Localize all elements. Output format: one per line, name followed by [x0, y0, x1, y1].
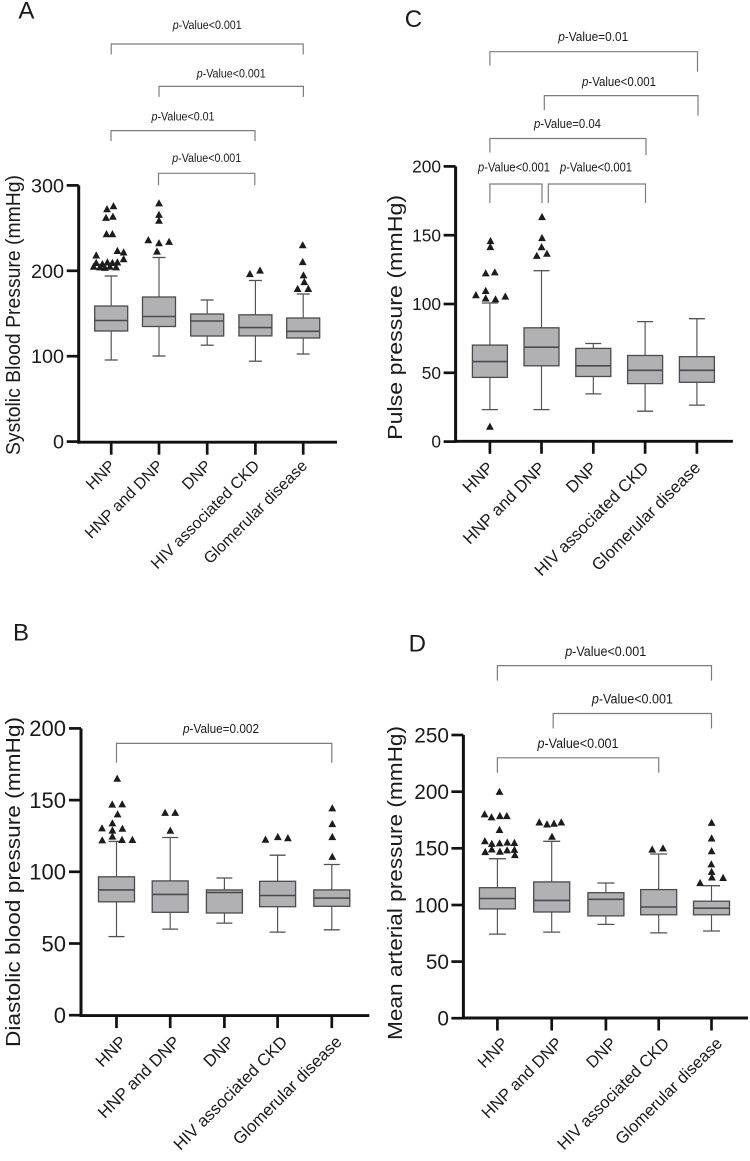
svg-text:p-Value<0.001: p-Value<0.001 — [537, 736, 619, 751]
svg-text:150: 150 — [412, 225, 441, 245]
svg-text:0: 0 — [431, 432, 441, 452]
svg-text:p-Value<0.001: p-Value<0.001 — [172, 18, 242, 32]
svg-text:0: 0 — [54, 1003, 66, 1028]
svg-text:150: 150 — [414, 838, 449, 861]
svg-text:50: 50 — [426, 951, 449, 974]
svg-text:Pulse pressure (mmHg): Pulse pressure (mmHg) — [384, 195, 407, 440]
svg-text:0: 0 — [437, 1008, 449, 1031]
svg-text:150: 150 — [29, 788, 66, 813]
svg-text:0: 0 — [53, 432, 64, 454]
svg-text:200: 200 — [414, 781, 449, 804]
svg-text:p-Value<0.001: p-Value<0.001 — [477, 161, 550, 175]
svg-text:p-Value=0.002: p-Value=0.002 — [182, 721, 259, 736]
svg-text:p-Value=0.04: p-Value=0.04 — [533, 117, 601, 131]
svg-text:p-Value<0.001: p-Value<0.001 — [564, 644, 646, 659]
svg-text:p-Value=0.01: p-Value=0.01 — [557, 30, 628, 44]
svg-text:200: 200 — [412, 157, 441, 177]
svg-text:A: A — [18, 0, 34, 24]
svg-text:50: 50 — [42, 931, 66, 956]
svg-text:B: B — [13, 620, 29, 647]
svg-text:C: C — [405, 6, 422, 33]
svg-text:D: D — [409, 631, 426, 658]
svg-text:p-Value<0.001: p-Value<0.001 — [591, 692, 673, 707]
svg-text:Systolic Blood Pressure (mmHg): Systolic Blood Pressure (mmHg) — [2, 175, 25, 455]
svg-text:100: 100 — [31, 346, 64, 368]
svg-text:50: 50 — [422, 363, 441, 383]
svg-text:p-Value<0.001: p-Value<0.001 — [171, 151, 241, 165]
svg-text:p-Value<0.001: p-Value<0.001 — [581, 75, 656, 89]
svg-text:p-Value<0.001: p-Value<0.001 — [559, 161, 632, 175]
svg-text:100: 100 — [29, 860, 66, 885]
svg-text:100: 100 — [412, 294, 441, 314]
svg-text:250: 250 — [414, 724, 449, 747]
svg-text:p-Value<0.001: p-Value<0.001 — [196, 67, 266, 81]
svg-text:p-Value<0.01: p-Value<0.01 — [151, 110, 215, 124]
svg-text:200: 200 — [31, 261, 64, 283]
svg-text:100: 100 — [414, 894, 449, 917]
svg-text:Diastolic blood pressure (mmHg: Diastolic blood pressure (mmHg) — [2, 717, 25, 1047]
svg-text:200: 200 — [29, 716, 66, 741]
svg-text:Mean arterial pressure (mmHg): Mean arterial pressure (mmHg) — [384, 726, 407, 1040]
svg-text:300: 300 — [31, 175, 64, 197]
